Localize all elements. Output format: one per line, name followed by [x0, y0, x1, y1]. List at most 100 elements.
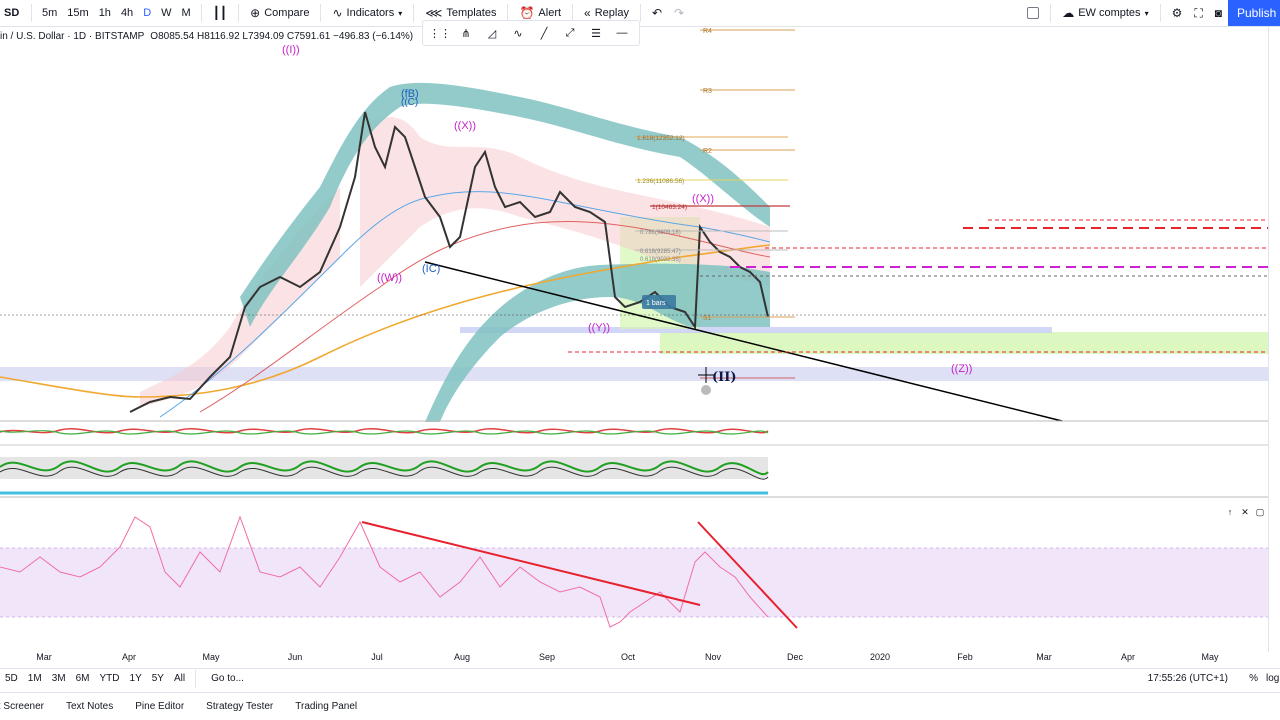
more-icon[interactable]: — — [616, 27, 628, 39]
oscillator-pane-1[interactable] — [0, 428, 769, 435]
interval-w[interactable]: W — [161, 7, 172, 19]
toolbar-right: ☁ EW comptes ▾ ⚙ ⛶ ◙ Publish — [1021, 0, 1280, 26]
fullscreen-button[interactable]: ⛶ — [1188, 0, 1208, 26]
horizontal-lines-icon[interactable]: ☰ — [591, 27, 601, 40]
pattern-icon[interactable]: ◿ — [487, 27, 497, 40]
time-label: Apr — [121, 652, 137, 662]
wave-label-ii[interactable]: (II) — [712, 370, 736, 385]
blue-support-zone — [0, 367, 1268, 381]
candles-icon: ┃┃ — [212, 6, 228, 20]
redo-button[interactable]: ↷ — [668, 0, 690, 26]
range-3m[interactable]: 3M — [51, 673, 66, 684]
fib-label-0786: 0.786(9809.18) — [640, 230, 681, 236]
wave-label-ic[interactable]: (IC) — [422, 263, 440, 275]
time-label: Aug — [453, 652, 471, 662]
tab-text-notes[interactable]: Text Notes — [66, 700, 114, 712]
interval-d[interactable]: D — [143, 7, 152, 19]
indicators-button[interactable]: ∿ Indicators ▾ — [326, 0, 408, 26]
publish-button[interactable]: Publish — [1228, 0, 1280, 26]
range-ytd[interactable]: YTD — [99, 673, 120, 684]
undo-icon: ↶ — [651, 6, 663, 20]
tab-strategy-tester[interactable]: Strategy Tester — [206, 700, 274, 712]
time-axis[interactable]: Mar Apr May Jun Jul Aug Sep Oct Nov Dec … — [0, 648, 1268, 666]
templates-button[interactable]: ⋘ Templates — [419, 0, 502, 26]
top-toolbar: SD 5m 15m 1h 4h D W M ┃┃ ⊕ Compare ∿ Indic… — [0, 0, 1280, 27]
interval-5m[interactable]: 5m — [42, 7, 58, 19]
range-6m[interactable]: 6M — [75, 673, 90, 684]
chart-canvas[interactable]: R4 R3 R2 S1 1.618(12352.12) 1.236(11086.… — [0, 27, 1268, 648]
trendline-black[interactable] — [424, 261, 1063, 422]
symbol-search[interactable]: SD — [4, 7, 20, 19]
fullscreen-toggle-checkbox[interactable] — [1027, 7, 1040, 19]
ma-orange-line — [0, 244, 771, 398]
tab-trading-panel[interactable]: Trading Panel — [295, 700, 358, 712]
replay-button[interactable]: «Replay — [578, 0, 635, 26]
divider — [1050, 4, 1052, 22]
interval-m[interactable]: M — [181, 7, 191, 19]
elliott-wave-icon[interactable]: ∿ — [513, 27, 523, 40]
wave-label-i[interactable]: ((I)) — [282, 44, 300, 56]
templates-label: Templates — [446, 7, 497, 19]
pane-close-icon[interactable]: ✕ — [1241, 507, 1249, 517]
tab-pine-editor[interactable]: Pine Editor — [135, 700, 185, 712]
wave-label-z[interactable]: ((Z)) — [951, 363, 972, 375]
percent-toggle[interactable]: % — [1249, 673, 1258, 684]
range-5d[interactable]: 5D — [5, 673, 18, 684]
range-1y[interactable]: 1Y — [129, 673, 142, 684]
indicators-label: Indicators — [346, 7, 395, 19]
chart-type-button[interactable]: ┃┃ — [207, 0, 233, 26]
ichimoku-cloud-top — [240, 82, 770, 327]
range-bar: 5D 1M 3M 6M YTD 1Y 5Y All Go to... 17:55… — [0, 668, 1280, 688]
goto-button[interactable]: Go to... — [211, 673, 244, 684]
time-label: May — [202, 652, 220, 662]
wave-label-c[interactable]: ((C) — [401, 97, 418, 108]
divider — [413, 4, 415, 22]
compare-label: Compare — [264, 7, 310, 19]
oscillator-pane-2[interactable] — [0, 457, 769, 495]
layout-name: EW comptes — [1078, 7, 1141, 19]
ichimoku-cloud-bottom — [425, 263, 770, 422]
wave-label-fb[interactable]: (fB) — [401, 88, 419, 100]
alarm-icon: ⏰ — [519, 6, 535, 20]
settings-button[interactable]: ⚙ — [1166, 0, 1189, 26]
interval-4h[interactable]: 4h — [120, 7, 134, 19]
wave-label-w[interactable]: ((W)) — [377, 272, 402, 284]
range-all[interactable]: All — [173, 673, 186, 684]
clock-display[interactable]: 17:55:26 (UTC+1) — [1147, 673, 1228, 684]
interval-1h[interactable]: 1h — [98, 7, 111, 19]
wave-label-x2[interactable]: ((X)) — [692, 193, 714, 205]
drag-handle-icon[interactable]: ⋮⋮ — [429, 27, 451, 40]
plus-circle-icon: ⊕ — [250, 6, 261, 20]
bottom-panel-tabs: Stock Screener Text Notes Pine Editor St… — [0, 692, 1280, 720]
range-5y[interactable]: 5Y — [151, 673, 164, 684]
expand-icon: ⛶ — [1194, 5, 1203, 20]
pane-up-icon[interactable]: ↑ — [1227, 507, 1233, 517]
fib-label-1: 1(10463.24) — [652, 204, 687, 211]
pane-maximize-icon[interactable]: ▢ — [1255, 507, 1265, 517]
wave-label-y[interactable]: ((Y)) — [588, 322, 610, 334]
tab-stock-screener[interactable]: Stock Screener — [0, 700, 44, 712]
time-label: Sep — [538, 652, 556, 662]
range-1m[interactable]: 1M — [27, 673, 42, 684]
compare-button[interactable]: ⊕ Compare — [244, 0, 315, 26]
trendline-icon[interactable]: ╱ — [540, 27, 548, 40]
ray-icon[interactable]: ⤢ — [565, 26, 575, 39]
undo-button[interactable]: ↶ — [646, 0, 668, 26]
time-label: Oct — [620, 652, 636, 662]
layout-menu-button[interactable]: ☁ EW comptes ▾ — [1056, 0, 1154, 26]
alert-button[interactable]: ⏰ Alert — [513, 0, 567, 26]
log-toggle[interactable]: log — [1266, 673, 1280, 684]
chevron-down-icon: ▾ — [1144, 8, 1149, 18]
bars-range-label: 1 bars — [646, 300, 666, 307]
price-axis[interactable] — [1268, 27, 1280, 652]
fib-label-1236: 1.236(11086.56) — [637, 178, 684, 185]
pitchfork-icon[interactable]: ⋔ — [461, 27, 471, 40]
time-label: Dec — [786, 652, 804, 662]
legend-title[interactable]: in / U.S. Dollar · 1D · BITSTAMP — [0, 31, 145, 42]
pivot-label-r2: R2 — [703, 148, 712, 155]
wave-label-x[interactable]: ((X)) — [454, 120, 476, 132]
rsi-pane[interactable] — [0, 515, 1268, 629]
green-target-zone — [660, 332, 1268, 354]
snapshot-button[interactable]: ◙ — [1209, 0, 1228, 26]
interval-15m[interactable]: 15m — [67, 7, 89, 19]
